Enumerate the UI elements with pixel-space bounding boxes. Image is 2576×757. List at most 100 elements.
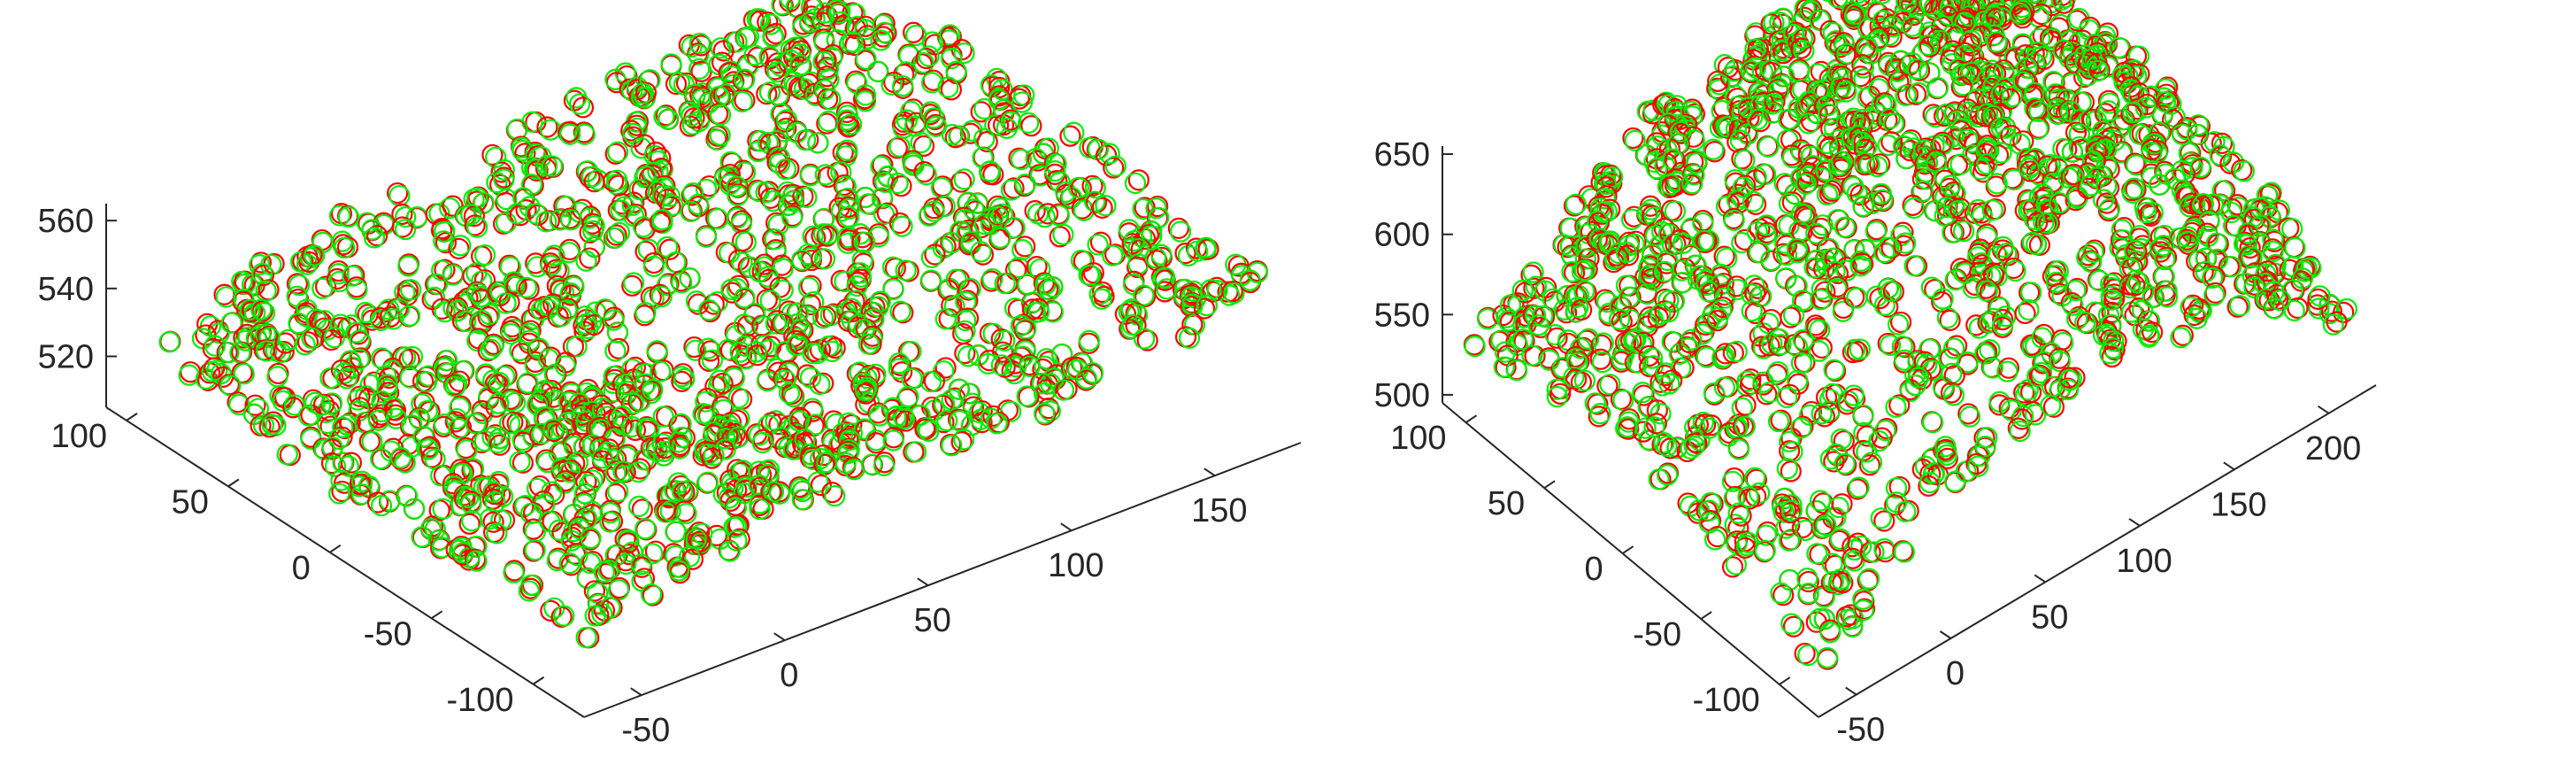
green-marker [1573,259,1596,282]
red-marker [1740,373,1762,396]
green-marker [348,348,370,370]
red-marker [873,12,896,35]
z-tick-label: 560 [38,203,94,240]
green-marker [817,58,840,80]
green-marker [399,367,421,389]
red-marker [211,366,235,388]
green-marker [395,205,417,228]
green-marker [1811,278,1833,300]
red-marker [970,216,992,239]
green-marker [781,206,804,228]
green-marker [1715,116,1738,138]
red-marker [250,251,273,274]
y-tick-label: 0 [1585,551,1603,588]
red-marker [315,275,337,297]
green-marker [382,308,404,330]
red-marker [434,232,458,254]
green-marker [955,309,977,332]
green-marker [866,60,889,82]
red-marker [1596,375,1619,397]
green-marker [657,108,679,130]
green-marker [1852,404,1874,426]
green-marker [511,140,534,162]
red-marker [1646,399,1669,421]
green-marker [1034,403,1056,425]
green-marker [873,454,896,476]
red-marker [1731,148,1753,170]
red-marker [2014,302,2036,324]
red-marker [1811,336,1833,359]
red-marker [972,243,995,266]
red-marker [1950,76,1972,98]
red-marker [465,548,487,570]
red-marker [550,279,572,301]
green-marker [535,211,557,233]
green-marker [253,302,276,324]
red-marker [1744,193,1767,215]
red-marker [1853,138,1876,160]
red-marker [1734,394,1757,416]
green-marker [465,413,487,435]
green-marker [765,313,788,335]
green-marker [433,220,456,243]
green-marker [727,387,750,409]
green-marker [941,48,963,70]
green-marker [1908,81,1930,104]
red-marker [1622,127,1644,150]
green-marker [1511,328,1534,351]
green-marker [1792,328,1814,351]
green-marker [1707,306,1729,329]
red-marker [947,408,970,431]
green-marker [1506,359,1528,382]
green-marker [726,175,748,197]
green-marker [994,272,1016,295]
red-marker [1980,77,2002,99]
green-marker [1877,134,1899,157]
green-marker [486,522,508,545]
green-marker [558,242,581,264]
red-marker [1989,35,2011,57]
red-marker [1916,0,1939,14]
red-marker [2095,192,2118,214]
x-tick-mark [2034,574,2046,583]
green-marker [1559,236,1581,258]
red-marker [934,236,957,258]
green-marker [726,515,748,538]
red-marker [2060,39,2082,61]
red-marker [1985,7,2008,30]
green-marker [1787,369,1809,392]
green-marker [558,552,581,575]
green-marker [1698,417,1720,439]
green-marker [581,500,604,522]
green-marker [1634,417,1657,439]
green-marker [1893,541,1915,563]
y-tick-mark [1465,414,1478,424]
green-marker [1104,155,1127,177]
green-marker [581,311,603,333]
green-marker [1683,129,1705,151]
red-marker [1695,413,1717,436]
green-marker [642,255,665,277]
green-marker [506,118,528,141]
red-marker [934,357,957,379]
green-marker [1967,198,1989,221]
green-marker [895,259,917,282]
green-marker [1873,241,1895,264]
red-marker [430,220,453,242]
x-tick-mark [1845,686,1857,696]
green-marker [668,71,690,94]
red-marker [2053,0,2075,14]
green-marker [1726,96,1749,118]
red-marker [1734,228,1756,251]
x-tick-label: 50 [914,602,951,639]
green-marker [1960,0,1982,18]
green-marker [1864,0,1882,5]
red-marker [816,225,838,247]
green-marker [328,205,351,227]
red-marker [349,474,372,496]
red-marker [482,511,504,533]
x-tick-label: -50 [1836,712,1885,749]
green-marker [363,227,386,249]
green-marker [891,215,913,237]
